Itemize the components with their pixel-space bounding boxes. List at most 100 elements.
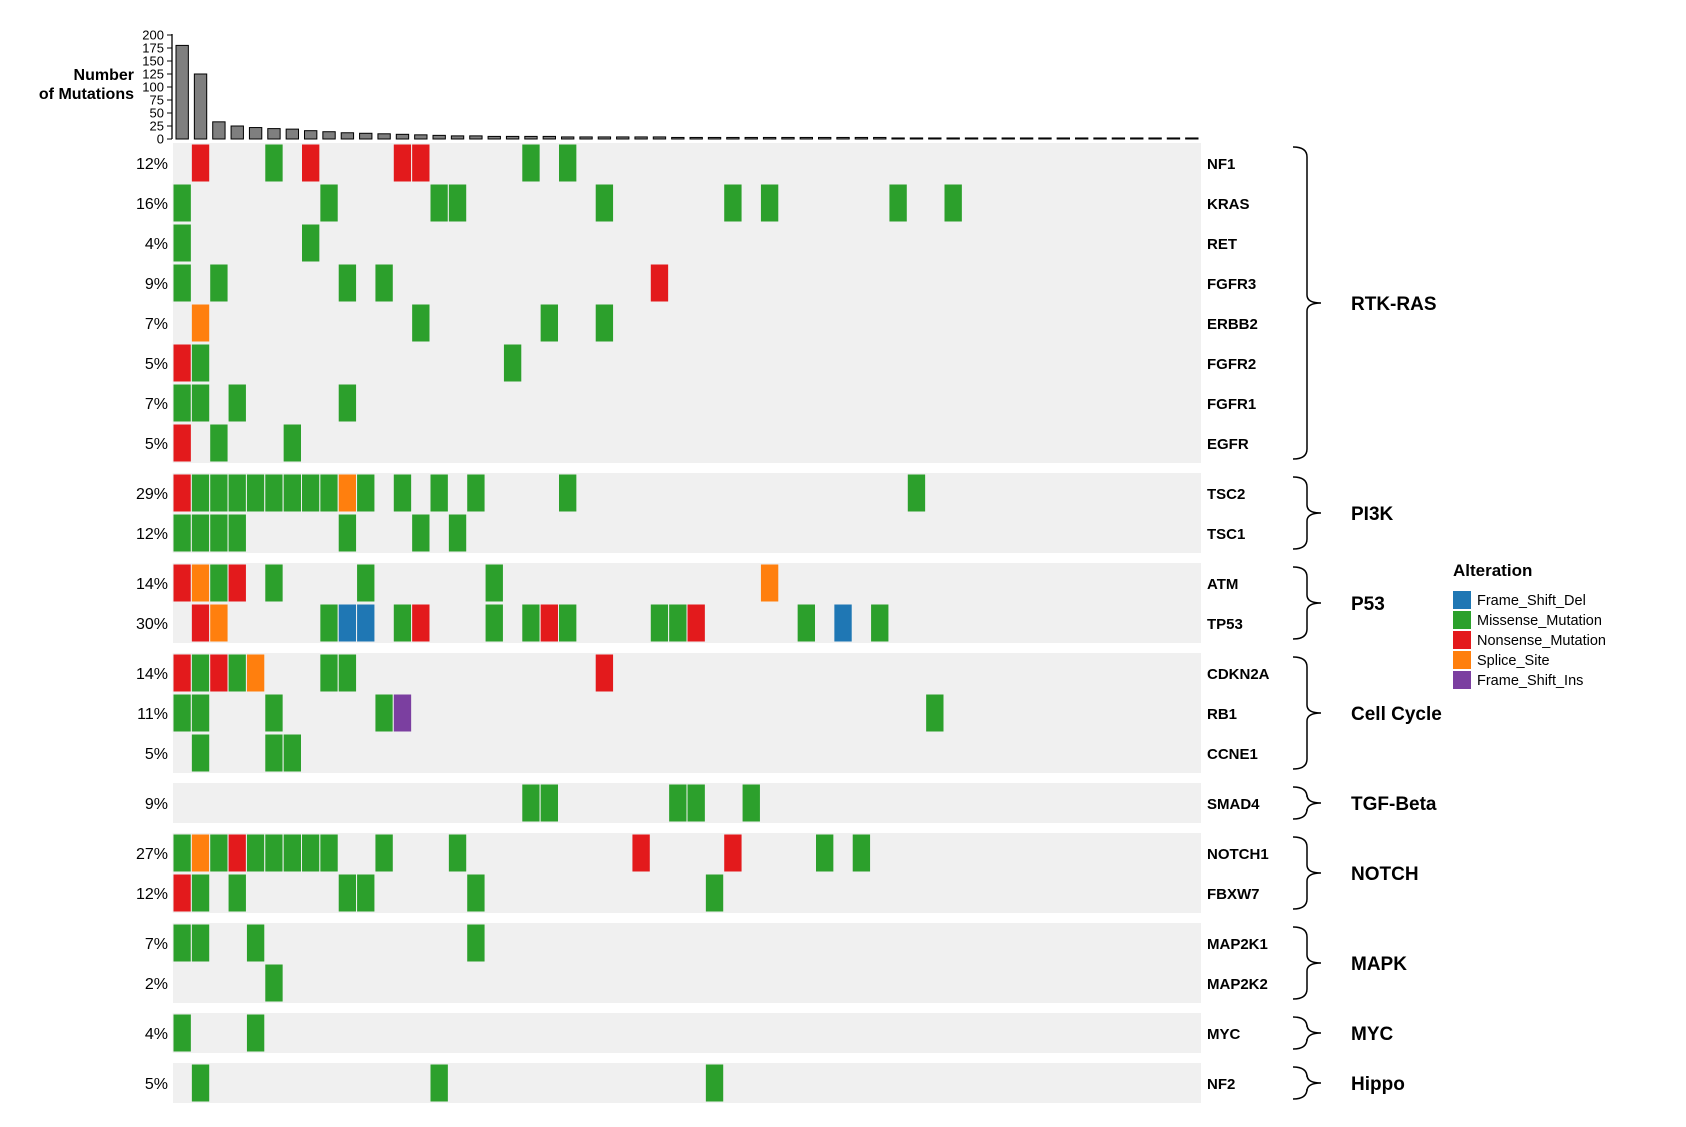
mutation-cell [209,423,229,463]
pathway-label: TGF-Beta [1351,794,1437,815]
mutation-cell [190,303,211,343]
mutation-cell [190,603,211,643]
pathway-brace [1292,476,1322,550]
mutation-cell [411,143,431,183]
legend-swatch [1453,671,1471,689]
mutation-cell [594,183,615,223]
gene-label: KRAS [1207,196,1250,213]
mutation-cell [686,603,706,643]
mutation-cell [484,603,504,643]
legend-label: Frame_Shift_Del [1477,593,1586,609]
gene-label: MYC [1207,1026,1241,1043]
mutation-count-bar [267,128,281,140]
topbar-tick-label: 150 [142,54,164,69]
gene-percentage: 12% [136,526,168,543]
mutation-cell [539,303,560,343]
mutation-cell [190,833,211,873]
gene-percentage: 5% [145,436,168,453]
topbar-tick-label: 125 [142,67,164,82]
mutation-cell [227,473,247,513]
mutation-cell [264,563,284,603]
gene-percentage: 5% [145,356,168,373]
pathway-brace [1292,786,1322,820]
mutation-count-bar [726,136,740,140]
gene-percentage: 12% [136,156,168,173]
mutation-cell [209,513,229,553]
mutation-cell [925,693,945,733]
mutation-count-bar [744,136,758,140]
gene-percentage: 7% [145,936,168,953]
topbar-tick-label: 100 [142,80,164,95]
mutation-cell [668,603,688,643]
mutation-count-bar [1093,137,1107,140]
mutation-cell [649,263,670,303]
gene-percentage: 5% [145,746,168,763]
mutation-cell [319,653,339,693]
mutation-count-bar [836,136,850,140]
mutation-cell [796,603,817,643]
mutation-cell [190,923,211,963]
mutation-cell [172,473,192,513]
mutation-cell [429,1063,449,1103]
mutation-cell [282,423,302,463]
mutation-cell [319,473,339,513]
mutation-cell [466,923,486,963]
mutation-count-bar [212,121,226,140]
gene-percentage: 14% [136,666,168,683]
gene-label: RET [1207,236,1237,253]
mutation-count-bar [1185,137,1199,140]
mutation-cell [172,1013,192,1053]
mutation-cell [356,873,376,913]
pathway-label: Cell Cycle [1351,704,1442,725]
mutation-cell [245,833,266,873]
legend-swatch [1453,631,1471,649]
mutation-cell [209,473,229,513]
mutation-cell [888,183,908,223]
mutation-count-bar [340,132,355,140]
mutation-cell [264,963,284,1003]
mutation-count-bar [1019,137,1034,140]
mutation-cell [815,833,835,873]
mutation-cell [723,833,743,873]
mutation-cell [282,833,302,873]
mutation-count-bar [1001,137,1015,140]
mutation-cell [337,603,358,643]
mutation-count-bar [891,137,905,140]
mutation-cell [209,603,229,643]
pathway-label: RTK-RAS [1351,294,1437,315]
mutation-cell [447,183,468,223]
mutation-cell [356,563,376,603]
mutation-cell [319,833,339,873]
mutation-count-bar [781,136,795,140]
legend-title: Alteration [1453,561,1532,580]
mutation-count-bar [1130,137,1144,140]
mutation-cell [190,693,211,733]
mutation-cell [429,183,449,223]
mutation-count-bar [818,136,832,140]
mutation-cell [172,693,192,733]
gene-label: FBXW7 [1207,886,1260,903]
mutation-count-bar [377,133,391,140]
mutation-cell [190,473,211,513]
mutation-cell [466,873,486,913]
pathway-block-background [173,1063,1201,1103]
mutation-cell [833,603,853,643]
mutation-count-bar [193,73,208,140]
pathway-brace [1292,926,1322,1000]
mutation-cell [209,563,229,603]
mutation-cell [190,513,211,553]
mutation-matrix: 12% NF1 16% KRAS 4% RET 9% FGFR3 7% ERBB2 5% FGFR2 7… [136,143,1442,1103]
mutation-count-bar [652,136,667,140]
pathway-brace [1292,836,1322,910]
mutation-cell [723,183,743,223]
pathway-brace [1292,566,1322,640]
mutation-cell [631,833,651,873]
mutation-count-bar [597,136,612,140]
gene-percentage: 9% [145,796,168,813]
gene-label: FGFR1 [1207,396,1256,413]
pathway-brace [1292,656,1322,770]
mutation-count-bar [928,137,942,140]
mutation-cell [594,653,615,693]
pathway-label: P53 [1351,594,1385,615]
mutation-cell [484,563,504,603]
